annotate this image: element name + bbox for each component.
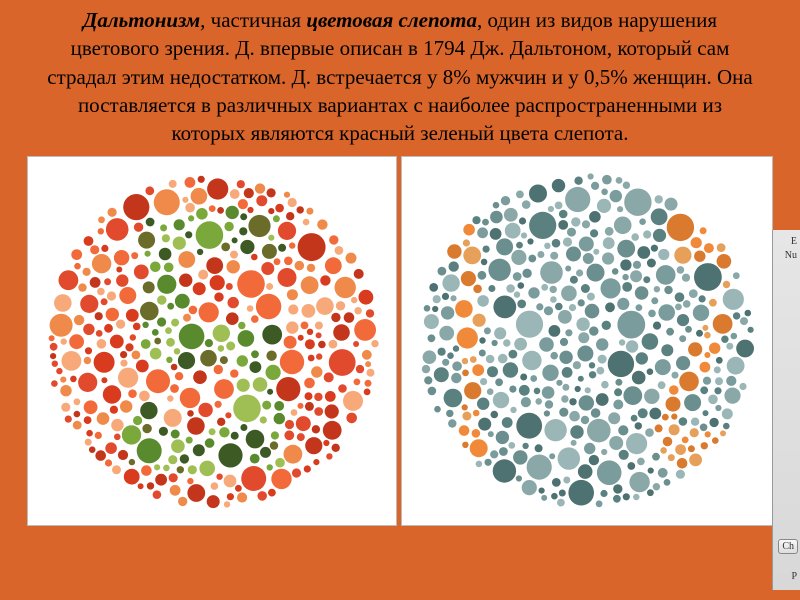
plate1-svg: [37, 166, 387, 516]
ishihara-plate-5: [27, 156, 397, 526]
description-text: Дальтонизм, частичная цветовая слепота, …: [0, 0, 800, 156]
plates-row: [0, 156, 800, 526]
plate2-svg: [412, 166, 762, 516]
text-sep1: , частичная: [200, 8, 306, 32]
panel-label-e: E: [791, 236, 797, 247]
panel-label-p: P: [791, 571, 797, 582]
side-tool-panel: E Nu Ch P: [772, 230, 800, 590]
panel-button-ch[interactable]: Ch: [778, 539, 798, 554]
ishihara-plate-12: [401, 156, 773, 526]
term-color-blindness: цветовая слепота: [306, 8, 477, 32]
term-daltonism: Дальтонизм: [83, 8, 200, 32]
panel-label-nu: Nu: [785, 250, 797, 261]
